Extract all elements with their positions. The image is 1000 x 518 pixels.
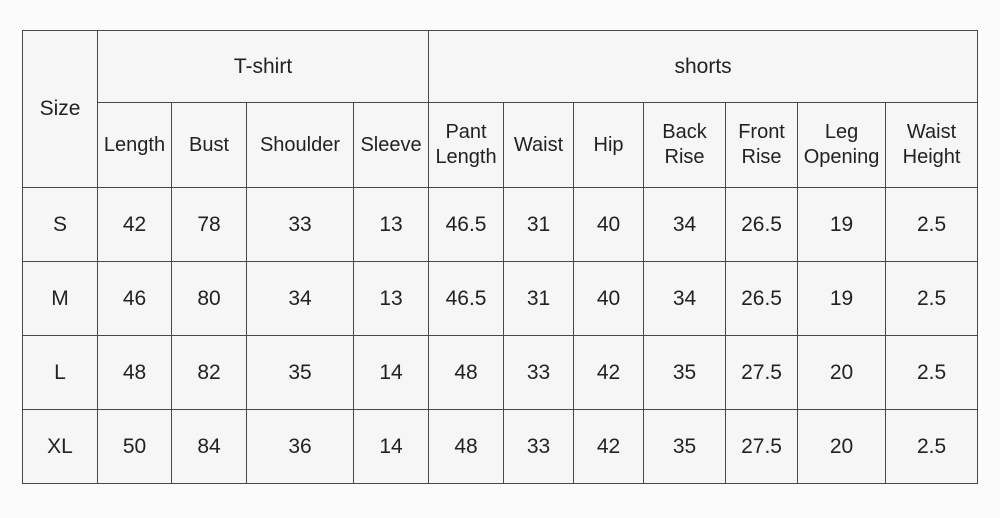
value-cell: 33 bbox=[503, 335, 575, 410]
table-row-m: M 46 80 34 13 46.5 31 40 34 26.5 19 2.5 bbox=[22, 261, 979, 336]
value-cell: 40 bbox=[573, 187, 645, 262]
table-row-xl: XL 50 84 36 14 48 33 42 35 27.5 20 2.5 bbox=[22, 409, 979, 484]
col-header-waist: Waist bbox=[503, 102, 575, 188]
value-cell: 80 bbox=[171, 261, 247, 336]
group-header-shorts: shorts bbox=[428, 30, 979, 103]
value-cell: 42 bbox=[97, 187, 172, 262]
value-cell: 31 bbox=[503, 261, 575, 336]
value-cell: 2.5 bbox=[885, 187, 979, 262]
value-cell: 35 bbox=[643, 409, 727, 484]
col-header-shoulder: Shoulder bbox=[246, 102, 354, 188]
value-cell: 2.5 bbox=[885, 335, 979, 410]
value-cell: 2.5 bbox=[885, 409, 979, 484]
value-cell: 35 bbox=[643, 335, 727, 410]
value-cell: 14 bbox=[352, 409, 430, 484]
col-header-front-rise: Front Rise bbox=[725, 102, 799, 188]
col-header-hip: Hip bbox=[573, 102, 645, 188]
table-row-l: L 48 82 35 14 48 33 42 35 27.5 20 2.5 bbox=[22, 335, 979, 410]
value-cell: 26.5 bbox=[725, 261, 799, 336]
value-cell: 34 bbox=[643, 261, 727, 336]
size-cell: S bbox=[22, 187, 98, 262]
value-cell: 2.5 bbox=[885, 261, 979, 336]
value-cell: 26.5 bbox=[725, 187, 799, 262]
size-chart-table: Size T-shirt shorts Length Bust Shoulder… bbox=[22, 30, 979, 484]
value-cell: 19 bbox=[797, 187, 887, 262]
col-header-waist-height: Waist Height bbox=[885, 102, 979, 188]
value-cell: 34 bbox=[643, 187, 727, 262]
col-header-pant-length: Pant Length bbox=[428, 102, 505, 188]
value-cell: 31 bbox=[503, 187, 575, 262]
value-cell: 13 bbox=[352, 261, 430, 336]
value-cell: 33 bbox=[246, 187, 354, 262]
value-cell: 48 bbox=[97, 335, 172, 410]
col-header-sleeve: Sleeve bbox=[352, 102, 430, 188]
value-cell: 35 bbox=[246, 335, 354, 410]
value-cell: 46.5 bbox=[428, 261, 505, 336]
table-row-s: S 42 78 33 13 46.5 31 40 34 26.5 19 2.5 bbox=[22, 187, 979, 262]
value-cell: 20 bbox=[797, 335, 887, 410]
size-cell: M bbox=[22, 261, 98, 336]
value-cell: 50 bbox=[97, 409, 172, 484]
value-cell: 13 bbox=[352, 187, 430, 262]
value-cell: 78 bbox=[171, 187, 247, 262]
value-cell: 20 bbox=[797, 409, 887, 484]
value-cell: 19 bbox=[797, 261, 887, 336]
col-header-back-rise: Back Rise bbox=[643, 102, 727, 188]
header-group-row: Size T-shirt shorts bbox=[22, 30, 979, 188]
value-cell: 84 bbox=[171, 409, 247, 484]
size-column-header: Size bbox=[22, 30, 98, 188]
header-sub-row: Length Bust Shoulder Sleeve Pant Length … bbox=[23, 102, 979, 188]
size-cell: L bbox=[22, 335, 98, 410]
col-header-length: Length bbox=[97, 102, 172, 188]
value-cell: 34 bbox=[246, 261, 354, 336]
size-cell: XL bbox=[22, 409, 98, 484]
value-cell: 27.5 bbox=[725, 409, 799, 484]
value-cell: 27.5 bbox=[725, 335, 799, 410]
col-header-bust: Bust bbox=[171, 102, 247, 188]
value-cell: 33 bbox=[503, 409, 575, 484]
col-header-leg-opening: Leg Opening bbox=[797, 102, 887, 188]
value-cell: 40 bbox=[573, 261, 645, 336]
value-cell: 48 bbox=[428, 335, 505, 410]
value-cell: 42 bbox=[573, 335, 645, 410]
value-cell: 36 bbox=[246, 409, 354, 484]
value-cell: 42 bbox=[573, 409, 645, 484]
value-cell: 82 bbox=[171, 335, 247, 410]
group-header-tshirt: T-shirt bbox=[96, 30, 430, 103]
value-cell: 14 bbox=[352, 335, 430, 410]
value-cell: 46 bbox=[97, 261, 172, 336]
value-cell: 46.5 bbox=[428, 187, 505, 262]
value-cell: 48 bbox=[428, 409, 505, 484]
